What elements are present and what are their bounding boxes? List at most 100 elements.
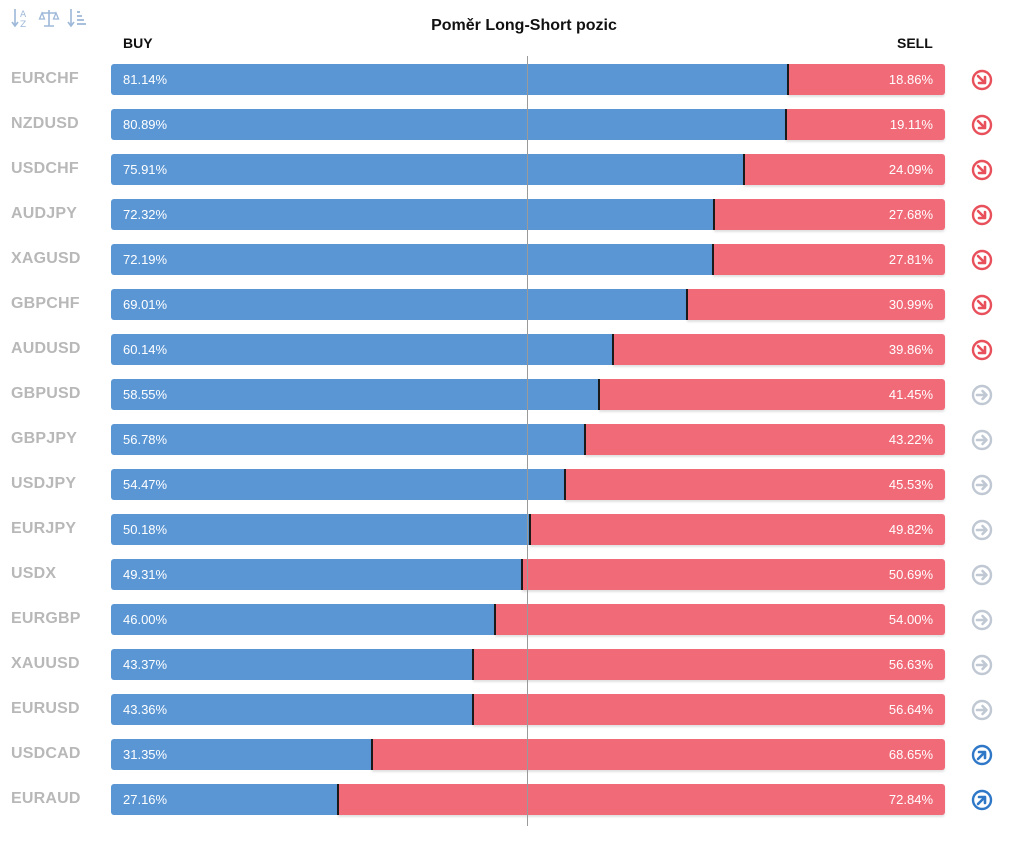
split-marker (494, 604, 496, 635)
ratio-bar[interactable]: 72.19% 27.81% (111, 244, 945, 275)
sell-bar-segment (613, 334, 945, 365)
trend-neutral-arrow-icon[interactable] (970, 698, 994, 722)
ratio-bar[interactable]: 58.55% 41.45% (111, 379, 945, 410)
trend-neutral-arrow-icon[interactable] (970, 383, 994, 407)
sell-value-label: 45.53% (888, 477, 933, 492)
ratio-bar[interactable]: 75.91% 24.09% (111, 154, 945, 185)
ratio-bar[interactable]: 80.89% 19.11% (111, 109, 945, 140)
bar-row: EURCHF 81.14% 18.86% (0, 64, 1015, 95)
trend-neutral-arrow-icon[interactable] (970, 563, 994, 587)
split-marker (785, 109, 787, 140)
trend-neutral-arrow-icon[interactable] (970, 428, 994, 452)
sell-value-label: 54.00% (888, 612, 933, 627)
ratio-bar[interactable]: 27.16% 72.84% (111, 784, 945, 815)
sell-value-label: 50.69% (888, 567, 933, 582)
buy-value-label: 56.78% (123, 432, 168, 447)
symbol-label: GBPCHF (11, 295, 80, 312)
buy-bar-segment (111, 289, 687, 320)
bar-row: GBPJPY 56.78% 43.22% (0, 424, 1015, 455)
sell-bar-segment (687, 289, 945, 320)
trend-down-arrow-icon[interactable] (970, 203, 994, 227)
bar-row: EURJPY 50.18% 49.82% (0, 514, 1015, 545)
buy-value-label: 43.37% (123, 657, 168, 672)
trend-up-arrow-icon[interactable] (970, 743, 994, 767)
ratio-bar[interactable]: 60.14% 39.86% (111, 334, 945, 365)
sell-value-label: 43.22% (888, 432, 933, 447)
ratio-bar[interactable]: 56.78% 43.22% (111, 424, 945, 455)
buy-value-label: 60.14% (123, 342, 168, 357)
bar-row: USDCHF 75.91% 24.09% (0, 154, 1015, 185)
buy-bar-segment (111, 694, 473, 725)
split-marker (743, 154, 745, 185)
trend-down-arrow-icon[interactable] (970, 113, 994, 137)
sell-bar-segment (599, 379, 945, 410)
midpoint-line (527, 56, 528, 826)
buy-value-label: 72.32% (123, 207, 168, 222)
bar-row: EURAUD 27.16% 72.84% (0, 784, 1015, 815)
symbol-label: EURGBP (11, 610, 81, 627)
balance-scale-icon[interactable] (38, 6, 60, 30)
trend-down-arrow-icon[interactable] (970, 338, 994, 362)
sell-value-label: 39.86% (888, 342, 933, 357)
sell-value-label: 24.09% (888, 162, 933, 177)
sell-header-label: SELL (897, 35, 933, 51)
symbol-label: EURAUD (11, 790, 81, 807)
ratio-bar[interactable]: 31.35% 68.65% (111, 739, 945, 770)
ratio-bar[interactable]: 43.37% 56.63% (111, 649, 945, 680)
ratio-bar[interactable]: 43.36% 56.64% (111, 694, 945, 725)
buy-bar-segment (111, 784, 338, 815)
ratio-bar[interactable]: 49.31% 50.69% (111, 559, 945, 590)
trend-down-arrow-icon[interactable] (970, 158, 994, 182)
sell-bar-segment (713, 244, 945, 275)
ratio-bar[interactable]: 50.18% 49.82% (111, 514, 945, 545)
sell-bar-segment (585, 424, 945, 455)
buy-value-label: 46.00% (123, 612, 168, 627)
trend-neutral-arrow-icon[interactable] (970, 473, 994, 497)
buy-value-label: 43.36% (123, 702, 168, 717)
svg-text:A: A (20, 10, 27, 20)
bar-row: EURGBP 46.00% 54.00% (0, 604, 1015, 635)
trend-neutral-arrow-icon[interactable] (970, 653, 994, 677)
ratio-bar[interactable]: 69.01% 30.99% (111, 289, 945, 320)
sell-value-label: 56.64% (888, 702, 933, 717)
symbol-label: EURCHF (11, 70, 79, 87)
trend-down-arrow-icon[interactable] (970, 248, 994, 272)
trend-neutral-arrow-icon[interactable] (970, 608, 994, 632)
sell-value-label: 41.45% (888, 387, 933, 402)
buy-bar-segment (111, 559, 522, 590)
bar-row: AUDJPY 72.32% 27.68% (0, 199, 1015, 230)
ratio-bar[interactable]: 46.00% 54.00% (111, 604, 945, 635)
symbol-label: USDX (11, 565, 57, 582)
sell-bar-segment (714, 199, 945, 230)
split-marker (787, 64, 789, 95)
buy-header-label: BUY (123, 35, 153, 51)
bar-row: EURUSD 43.36% 56.64% (0, 694, 1015, 725)
ratio-bar[interactable]: 72.32% 27.68% (111, 199, 945, 230)
symbol-label: XAGUSD (11, 250, 81, 267)
buy-bar-segment (111, 109, 786, 140)
sell-bar-segment (338, 784, 945, 815)
buy-bar-segment (111, 334, 613, 365)
ratio-bar[interactable]: 81.14% 18.86% (111, 64, 945, 95)
sell-value-label: 56.63% (888, 657, 933, 672)
sell-value-label: 19.11% (889, 117, 933, 132)
buy-value-label: 81.14% (123, 72, 168, 87)
trend-neutral-arrow-icon[interactable] (970, 518, 994, 542)
ratio-bar[interactable]: 54.47% 45.53% (111, 469, 945, 500)
trend-down-arrow-icon[interactable] (970, 68, 994, 92)
sort-alpha-icon[interactable]: A Z (10, 6, 32, 30)
buy-value-label: 27.16% (123, 792, 168, 807)
chart-title: Poměr Long-Short pozic (431, 17, 617, 34)
symbol-label: USDCAD (11, 745, 81, 762)
bar-row: USDCAD 31.35% 68.65% (0, 739, 1015, 770)
split-marker (713, 199, 715, 230)
buy-value-label: 69.01% (123, 297, 168, 312)
symbol-label: GBPJPY (11, 430, 78, 447)
sell-bar-segment (530, 514, 945, 545)
sort-amount-icon[interactable] (66, 6, 88, 30)
symbol-label: NZDUSD (11, 115, 79, 132)
trend-down-arrow-icon[interactable] (970, 293, 994, 317)
split-marker (564, 469, 566, 500)
split-marker (472, 694, 474, 725)
trend-up-arrow-icon[interactable] (970, 788, 994, 812)
